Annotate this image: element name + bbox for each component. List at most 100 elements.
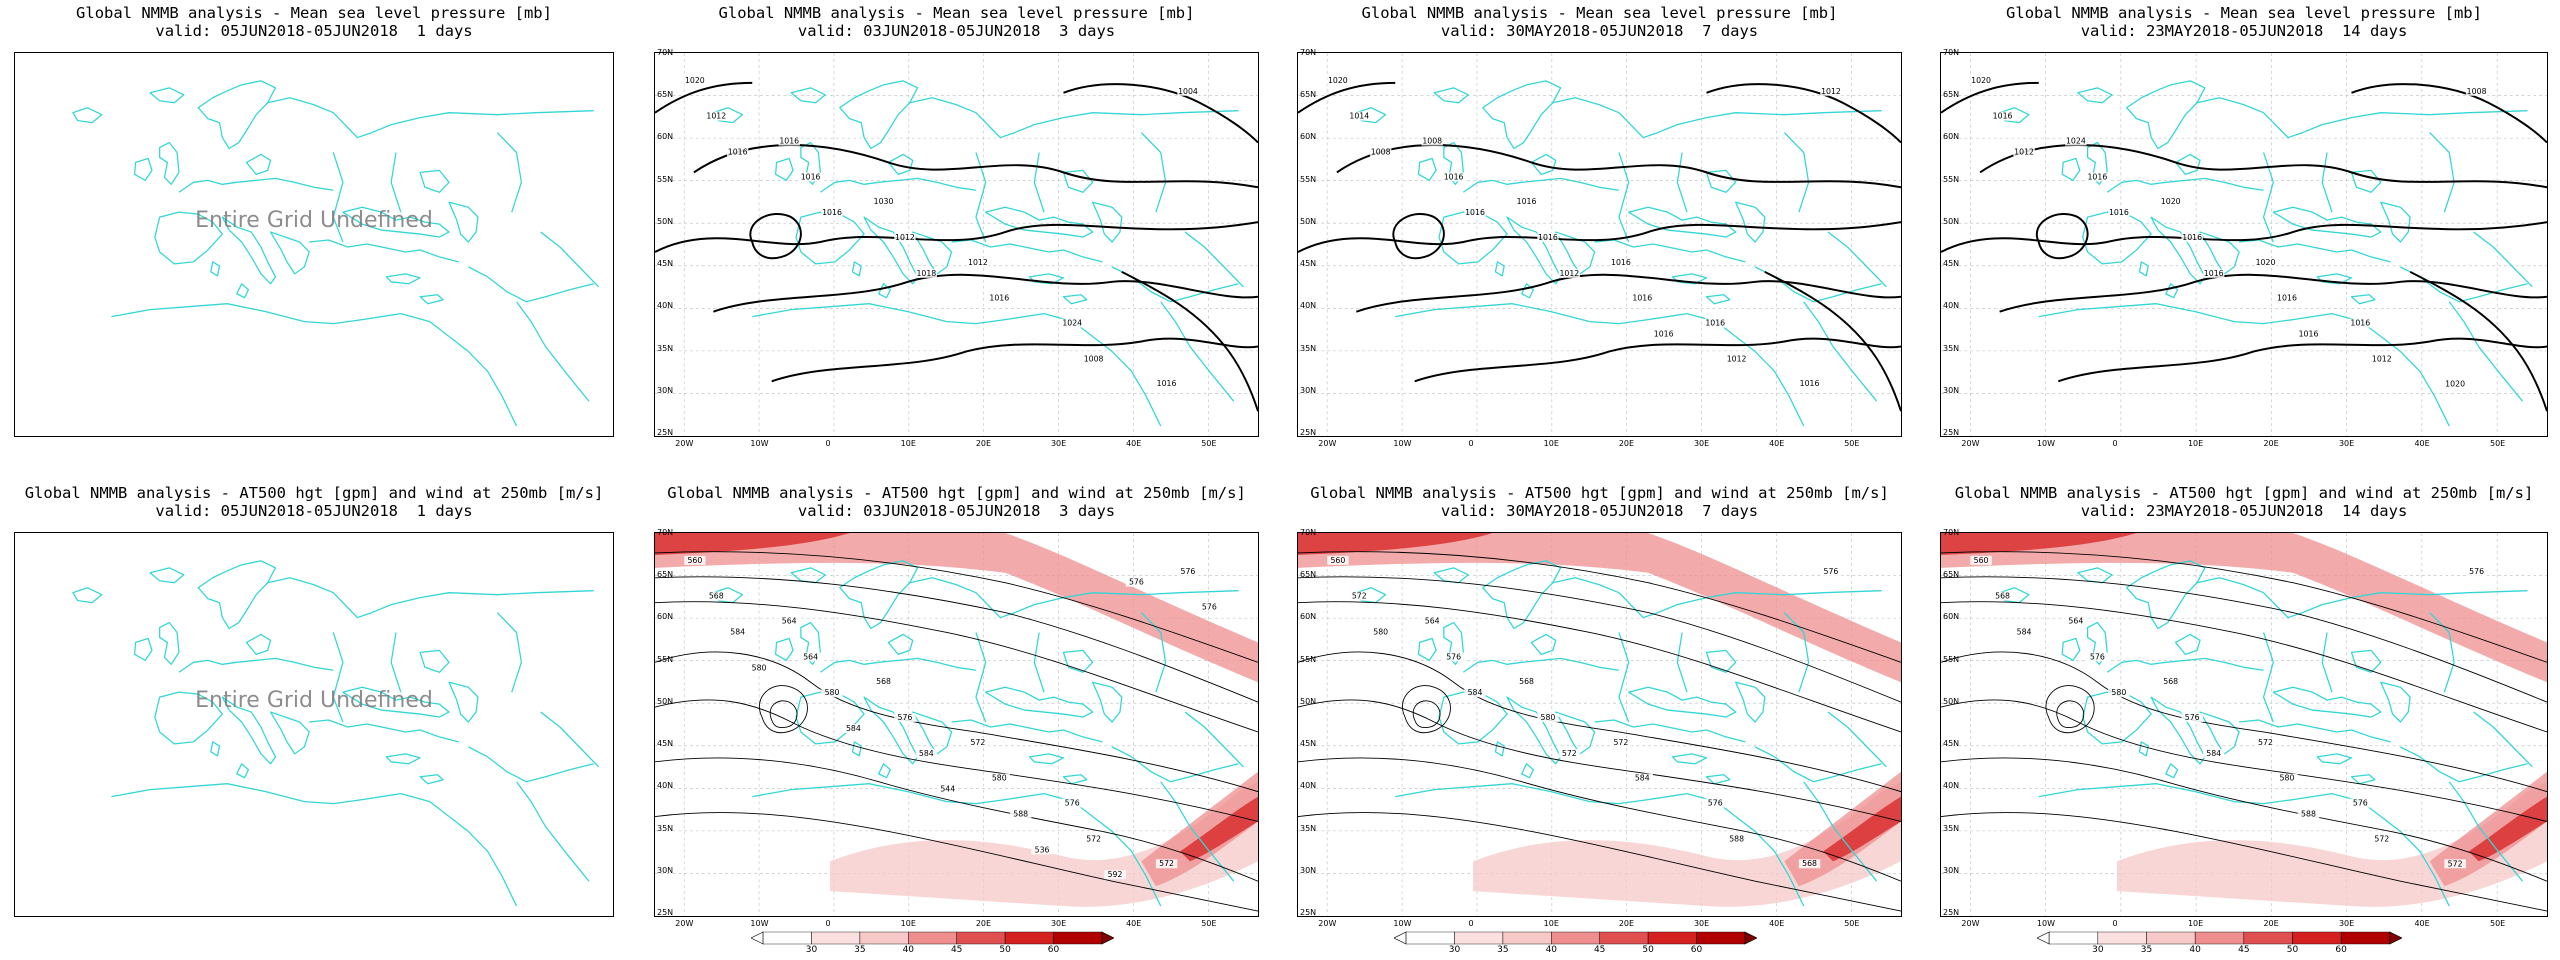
lon-tick-label: 50E [1844, 919, 1860, 928]
colorbar-tick-label: 35 [1497, 945, 1509, 955]
contour-label: 576 [1129, 578, 1144, 587]
lat-tick-label: 70N [1943, 528, 1960, 537]
isoline [713, 273, 1258, 313]
colorbar-swatch [1454, 931, 1504, 945]
coastline [909, 97, 1239, 139]
lat-tick-label: 70N [657, 528, 674, 537]
panel-valid-period: valid: 03JUN2018-05JUN2018 3 days [797, 22, 1116, 40]
contour-label: 584 [2206, 749, 2221, 758]
isoline [759, 685, 808, 734]
colorbar-tick-label: 40 [2189, 945, 2201, 955]
lat-tick-label: 25N [1943, 908, 1960, 917]
lat-tick-label: 45N [657, 259, 674, 269]
colorbar-tick-label: 30 [2092, 945, 2104, 955]
isoline [2409, 270, 2547, 412]
coastline [1735, 201, 1766, 243]
coastline [2174, 633, 2201, 656]
lat-tick-label: 30N [1300, 385, 1317, 395]
contour-label: 576 [2185, 713, 2200, 722]
contour-label: 1012 [2372, 354, 2392, 363]
lon-tick-label: 30E [2338, 439, 2355, 448]
map-frame: 1020 1024 1020 1020 1016 1020 1016 1016 1016 1016… [1940, 52, 2548, 437]
contour-label: 1012 [1727, 354, 1747, 363]
contour-label-bg [2181, 713, 2203, 723]
lat-tick-label: 60N [1943, 132, 1960, 142]
coastline [790, 567, 826, 584]
coastline [2473, 231, 2533, 288]
contour-label-bg [1327, 75, 1349, 85]
coastline [2196, 577, 2528, 619]
lon-tick-label: 50E [2489, 439, 2506, 448]
contour-label: 1024 [1062, 318, 1082, 327]
contour-label-bg [1177, 86, 1199, 96]
coastline [819, 177, 977, 193]
coastline [516, 781, 590, 882]
lat-tick-label: 70N [1943, 48, 1960, 57]
contour-label-bg [2086, 652, 2109, 662]
panel-title: Global NMMB analysis - Mean sea level pr… [2006, 4, 2482, 22]
contour-label-bg [2276, 293, 2298, 303]
map-frame: Entire Grid Undefined [14, 52, 614, 437]
contour-label-bg [1820, 566, 1842, 576]
panel-valid-period: valid: 05JUN2018-05JUN2018 1 days [155, 502, 473, 520]
contour-label: 1012 [895, 233, 915, 242]
coastline [448, 681, 479, 723]
contour-label-bg [2065, 136, 2087, 146]
panel-valid-period: valid: 05JUN2018-05JUN2018 1 days [155, 22, 473, 40]
lon-tick-label: 10E [2187, 919, 2204, 928]
coastline [1494, 741, 1505, 757]
isoline [1298, 601, 1901, 733]
lon-tick-label: 20W [675, 439, 694, 448]
map-canvas [72, 560, 599, 907]
coastline [1555, 711, 1596, 755]
contour-label: 1016 [1705, 318, 1725, 327]
lon-tick-label: 20E [975, 919, 992, 928]
contour-label-bg [1515, 197, 1538, 207]
contour-label-bg [1125, 577, 1148, 587]
lat-tick-label: 55N [657, 654, 674, 664]
isoline [749, 212, 802, 260]
contour-label-bg [1177, 566, 1199, 576]
contour-label: 1016 [2277, 294, 2297, 303]
coastline [774, 637, 794, 661]
coastline [1417, 637, 1437, 661]
contour-label: 584 [919, 749, 934, 758]
coastline [2061, 157, 2081, 181]
colorbar-tick-label: 45 [950, 945, 963, 955]
contour-label: 572 [2374, 834, 2389, 843]
coastline [1705, 294, 1731, 305]
coastline [245, 633, 272, 656]
contour-label: 580 [825, 688, 840, 697]
coastline [1140, 132, 1167, 213]
contour-label: 1030 [874, 197, 894, 206]
coastline [1062, 294, 1088, 305]
coastline [133, 157, 153, 181]
contour-label: 1004 [1178, 87, 1198, 96]
contour-label-bg [2108, 688, 2130, 698]
colorbar-swatch [811, 931, 861, 945]
coastline [236, 763, 250, 779]
colorbar-swatch [1551, 931, 1600, 945]
colorbar-swatch [1004, 931, 1054, 945]
contour-label: 564 [1425, 616, 1440, 625]
lon-tick-label: 10W [2036, 919, 2056, 928]
coastline [2272, 206, 2382, 238]
contour-label-bg [915, 748, 938, 758]
isoline [1121, 270, 1258, 412]
colorbar-swatch [2146, 931, 2196, 945]
contour-label-bg [2297, 329, 2320, 339]
coastline [2174, 153, 2201, 176]
coastline [468, 746, 594, 783]
contour-label: 1020 [1971, 76, 1991, 85]
contour-label-bg [1725, 834, 1748, 844]
contour-label: 592 [1108, 870, 1123, 879]
coastline [1111, 746, 1239, 783]
contour-label-bg [2297, 809, 2320, 819]
lon-tick-label: 20W [1961, 439, 1980, 448]
wind-shading [655, 533, 850, 555]
contour-label: 1016 [1157, 379, 1177, 388]
contour-label-bg [2371, 354, 2393, 364]
colorbar-tick-label: 50 [999, 945, 1011, 955]
coastline [1482, 80, 1562, 150]
contour-label: 1016 [779, 136, 799, 145]
